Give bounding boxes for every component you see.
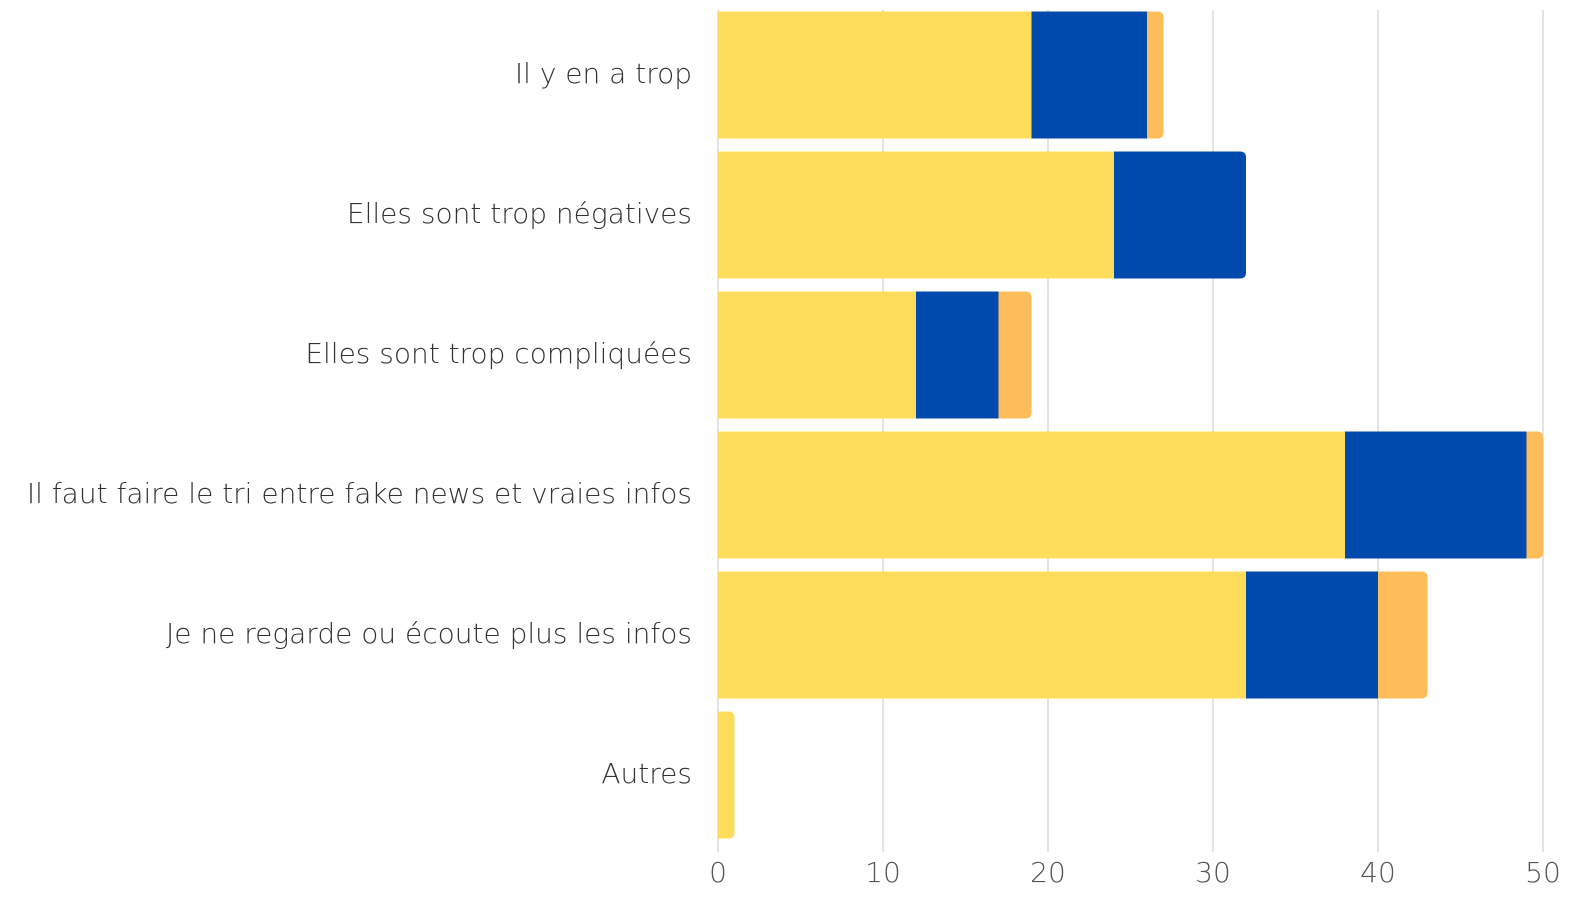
bar-segment: [718, 711, 735, 839]
x-tick-label: 0: [709, 856, 727, 889]
x-tick-label: 50: [1525, 856, 1561, 889]
category-label: Il y en a trop: [515, 57, 692, 90]
bar-segment: [1345, 431, 1527, 559]
category-label: Autres: [601, 757, 692, 790]
bar-segment: [998, 291, 1032, 419]
bar-segment: [1378, 571, 1428, 699]
category-label: Elles sont trop négatives: [347, 197, 692, 230]
bar-segment: [1031, 11, 1147, 139]
bar-segment: [718, 151, 1114, 279]
category-label: Je ne regarde ou écoute plus les infos: [166, 617, 692, 650]
bar-segment: [718, 291, 916, 419]
bar-segment: [1147, 11, 1164, 139]
bar-segment: [718, 431, 1345, 559]
bar-segment: [1246, 571, 1378, 699]
x-tick-label: 10: [865, 856, 901, 889]
category-label: Elles sont trop compliquées: [305, 337, 692, 370]
bar-segment: [718, 571, 1246, 699]
bar-segment: [916, 291, 999, 419]
x-tick-label: 40: [1360, 856, 1396, 889]
x-tick-label: 30: [1195, 856, 1231, 889]
bar-segment: [1114, 151, 1246, 279]
bar-segment: [718, 11, 1032, 139]
category-label: Il faut faire le tri entre fake news et …: [27, 477, 692, 510]
x-tick-label: 20: [1030, 856, 1066, 889]
bar-segment: [1526, 431, 1543, 559]
